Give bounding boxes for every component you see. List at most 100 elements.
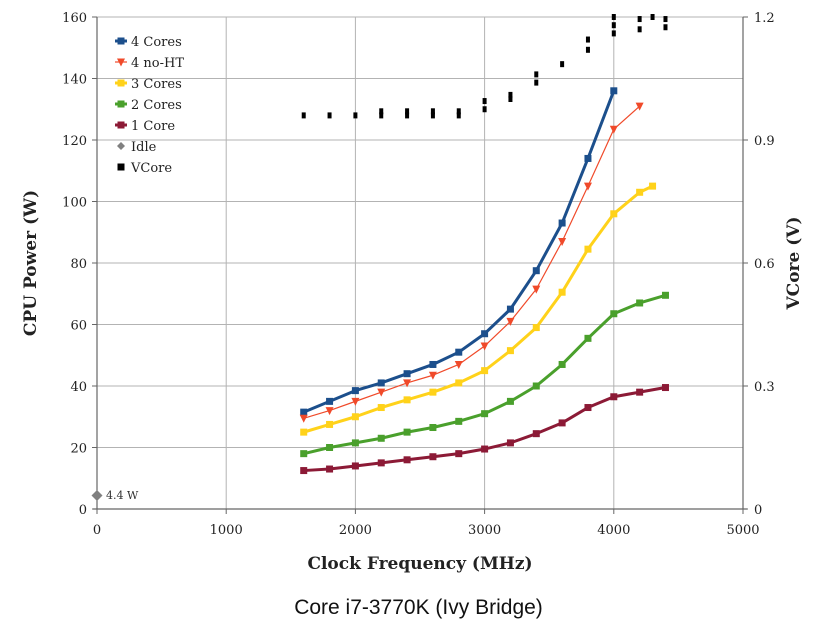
- series-vcore: [301, 14, 668, 119]
- data-point: [405, 108, 410, 115]
- series-line-3-cores: [303, 184, 654, 434]
- data-point: [558, 288, 566, 296]
- x-axis-title: Clock Frequency (MHz): [307, 554, 532, 574]
- data-point: [403, 456, 411, 464]
- data-point: [558, 360, 566, 368]
- chart-caption: Core i7-3770K (Ivy Bridge): [294, 596, 543, 619]
- data-point: [455, 417, 463, 425]
- x-tick-label: 5000: [726, 523, 759, 538]
- y2-tick-label: 0.3: [754, 380, 775, 395]
- legend-swatch-marker: [117, 58, 125, 67]
- data-point: [325, 407, 334, 416]
- data-point: [482, 106, 487, 113]
- legend-swatch-marker: [117, 121, 125, 129]
- data-point: [611, 14, 616, 20]
- data-point: [403, 396, 411, 404]
- y-tick-label: 20: [70, 442, 87, 457]
- data-point: [532, 324, 540, 332]
- legend-label: 4 no-HT: [131, 56, 184, 71]
- data-point: [481, 330, 489, 338]
- data-point: [379, 112, 384, 119]
- legend-swatch-marker: [117, 142, 125, 150]
- data-point: [301, 112, 306, 119]
- legend-swatch-marker: [117, 79, 125, 87]
- data-point: [480, 342, 489, 351]
- y-tick-label: 40: [70, 380, 87, 395]
- y2-tick-label: 0.6: [754, 257, 775, 272]
- legend-item-3-cores: 3 Cores: [115, 77, 182, 92]
- data-point: [636, 299, 644, 307]
- data-point: [610, 87, 618, 95]
- data-point: [661, 384, 669, 392]
- data-point: [455, 379, 463, 387]
- legend-label: 3 Cores: [131, 77, 182, 92]
- x-tick-label: 2000: [339, 523, 372, 538]
- legend-item-vcore: VCore: [117, 161, 172, 176]
- data-point: [663, 16, 668, 23]
- y-tick-label: 120: [62, 134, 87, 149]
- data-point: [481, 410, 489, 418]
- data-point: [506, 305, 514, 313]
- data-point: [661, 291, 669, 299]
- data-point: [430, 112, 435, 119]
- data-point: [456, 108, 461, 115]
- data-point: [377, 434, 385, 442]
- data-point: [534, 79, 539, 86]
- data-point: [91, 489, 103, 501]
- data-point: [429, 388, 437, 396]
- data-point: [326, 397, 334, 405]
- data-point: [611, 22, 616, 29]
- data-point: [637, 16, 642, 23]
- y-tick-label: 60: [70, 319, 87, 334]
- data-point: [351, 439, 359, 447]
- data-point: [532, 430, 540, 438]
- data-point: [506, 439, 514, 447]
- data-point: [506, 317, 515, 326]
- data-point: [326, 420, 334, 428]
- data-point: [300, 428, 308, 436]
- legend-swatch-marker: [117, 100, 125, 108]
- series-idle: [91, 489, 103, 501]
- y2-tick-label: 0.9: [754, 134, 775, 149]
- y-tick-label: 80: [70, 257, 87, 272]
- legend-label: 4 Cores: [131, 35, 182, 50]
- data-point: [508, 91, 513, 98]
- y-tick-label: 100: [62, 196, 87, 211]
- data-point: [351, 462, 359, 470]
- data-point: [455, 348, 463, 356]
- legend-label: VCore: [130, 161, 172, 176]
- series-3-cores: [300, 182, 657, 436]
- data-point: [351, 387, 359, 395]
- data-point: [482, 98, 487, 105]
- legend-item-2-cores: 2 Cores: [115, 98, 182, 113]
- data-point: [584, 404, 592, 412]
- legend-label: 1 Core: [131, 119, 175, 134]
- data-point: [379, 108, 384, 115]
- data-point: [534, 71, 539, 78]
- idle-power-annotation: 4.4 W: [106, 489, 139, 502]
- data-point: [585, 46, 590, 53]
- data-point: [560, 61, 565, 68]
- legend-item-1-core: 1 Core: [115, 119, 175, 134]
- data-point: [377, 388, 386, 397]
- data-point: [326, 444, 334, 451]
- legend-item-4-no-ht: 4 no-HT: [115, 56, 184, 71]
- data-point: [327, 112, 332, 119]
- data-point: [558, 219, 566, 227]
- x-tick-label: 0: [93, 523, 101, 538]
- axes: [92, 16, 748, 514]
- data-point: [532, 285, 541, 294]
- data-point: [405, 112, 410, 119]
- data-point: [377, 379, 385, 387]
- data-point: [508, 96, 513, 102]
- data-point: [506, 397, 514, 405]
- data-point: [609, 125, 618, 134]
- data-point: [636, 188, 644, 196]
- data-point: [610, 310, 618, 318]
- y-tick-label: 140: [62, 73, 87, 88]
- legend-item-idle: Idle: [117, 140, 157, 155]
- data-point: [558, 237, 567, 246]
- data-point: [506, 347, 514, 355]
- legend-item-4-cores: 4 Cores: [115, 35, 182, 50]
- data-point: [300, 467, 308, 475]
